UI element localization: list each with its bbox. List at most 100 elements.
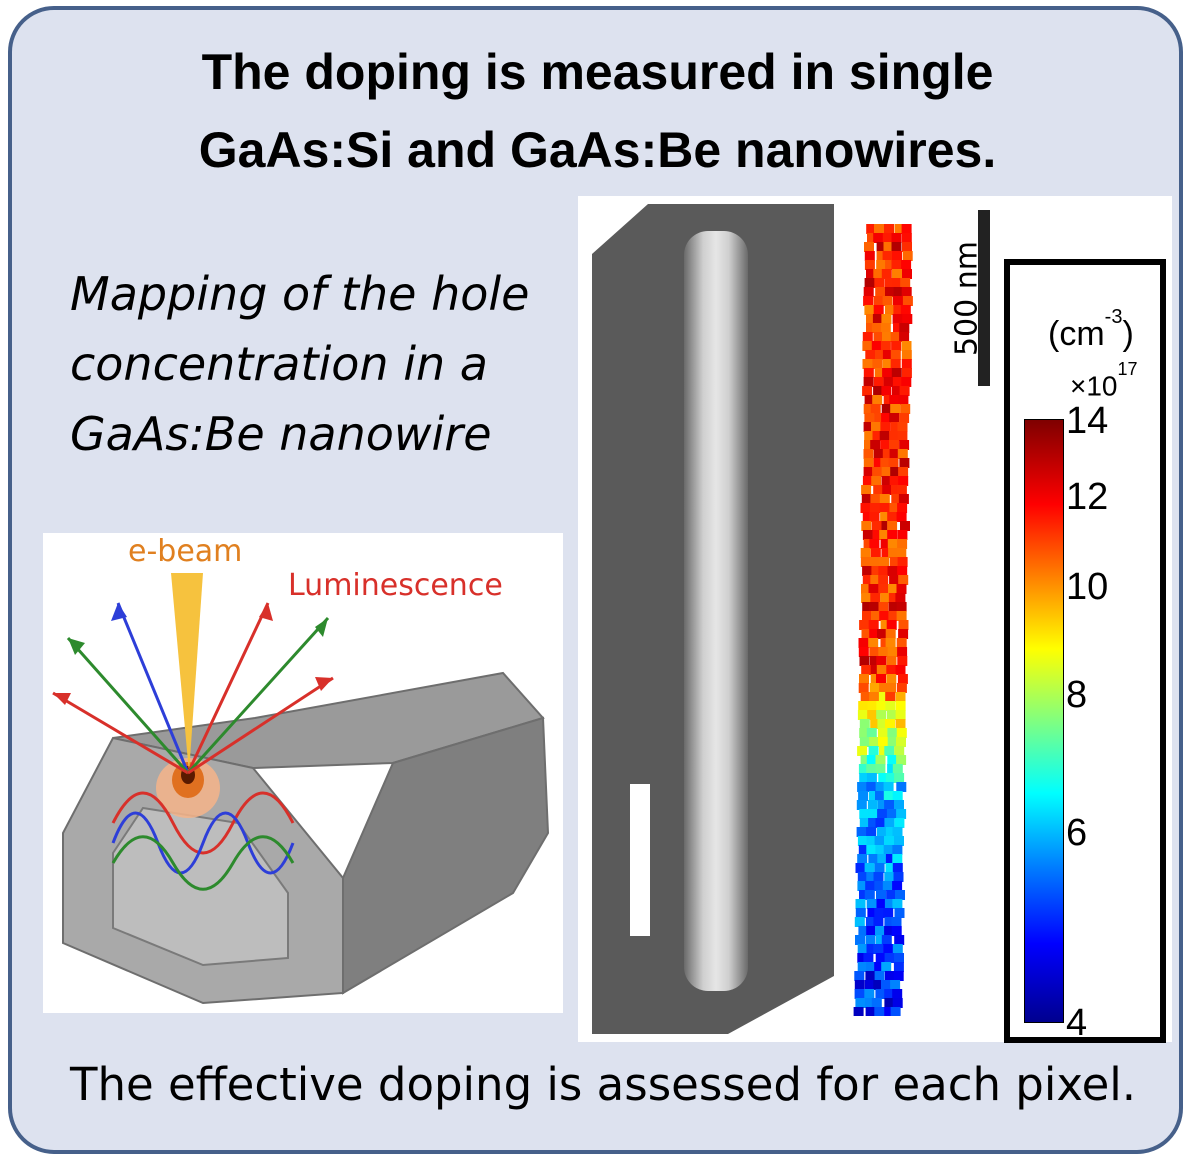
- map-pixel: [897, 503, 908, 513]
- map-pixel: [859, 674, 869, 684]
- map-pixel: [872, 359, 883, 369]
- map-pixel: [874, 413, 885, 423]
- map-pixel: [884, 746, 895, 756]
- map-pixel: [868, 809, 878, 819]
- map-pixel: [892, 998, 903, 1008]
- map-pixel: [866, 269, 876, 279]
- footer-caption: The effective doping is assessed for eac…: [70, 1058, 1137, 1111]
- map-pixel: [868, 818, 879, 828]
- map-pixel: [875, 755, 886, 765]
- map-pixel: [892, 863, 903, 873]
- map-pixel: [873, 485, 884, 495]
- map-pixel: [899, 413, 910, 423]
- colorbar-multiplier: ×1017: [1070, 359, 1138, 402]
- map-pixel: [887, 512, 898, 522]
- map-pixel: [901, 350, 912, 360]
- map-pixel: [883, 791, 894, 801]
- map-pixel: [854, 971, 865, 981]
- map-pixel: [857, 872, 868, 882]
- map-pixel: [873, 305, 884, 315]
- map-pixel: [874, 278, 885, 288]
- map-pixel: [896, 584, 907, 594]
- map-pixel: [870, 719, 881, 729]
- map-pixel: [892, 881, 903, 891]
- map-pixel: [864, 278, 875, 288]
- map-pixel: [869, 539, 880, 549]
- map-pixel: [886, 683, 897, 693]
- map-pixel: [863, 287, 874, 297]
- map-pixel: [863, 422, 874, 432]
- title-line-2: GaAs:Si and GaAs:Be nanowires.: [198, 122, 997, 178]
- map-pixel: [901, 359, 912, 369]
- map-pixel: [862, 476, 873, 486]
- map-pixel: [896, 548, 907, 558]
- map-pixel: [866, 773, 877, 783]
- map-pixel: [888, 593, 899, 603]
- map-pixel: [857, 710, 868, 720]
- map-pixel: [887, 737, 898, 747]
- map-pixel: [858, 845, 869, 855]
- map-pixel: [857, 953, 868, 963]
- map-pixel: [896, 485, 907, 495]
- map-pixel: [858, 926, 869, 936]
- map-pixel: [875, 782, 886, 792]
- map-pixel: [864, 251, 875, 261]
- map-pixel: [892, 791, 903, 801]
- map-pixel: [885, 638, 896, 648]
- map-pixel: [870, 440, 881, 450]
- map-pixel: [884, 278, 895, 288]
- map-pixel: [898, 395, 909, 405]
- map-pixel: [891, 485, 901, 495]
- map-pixel: [875, 926, 885, 936]
- map-pixel: [876, 827, 887, 837]
- map-pixel: [888, 548, 899, 558]
- map-pixel: [885, 287, 895, 297]
- map-pixel: [898, 476, 909, 486]
- map-pixel: [886, 665, 897, 675]
- map-pixel: [881, 980, 891, 990]
- map-pixel: [881, 413, 892, 423]
- map-pixel: [881, 269, 892, 279]
- map-pixel: [859, 890, 869, 900]
- map-pixel: [896, 602, 907, 612]
- map-pixel: [882, 296, 893, 306]
- map-pixel: [871, 566, 882, 576]
- map-pixel: [861, 665, 872, 675]
- map-pixel: [859, 620, 870, 630]
- colorbar-tick-6: 6: [1066, 812, 1088, 854]
- map-pixel: [875, 764, 886, 774]
- map-pixel: [891, 917, 902, 927]
- map-pixel: [875, 287, 886, 297]
- map-pixel: [875, 989, 886, 999]
- map-pixel: [890, 350, 901, 360]
- map-pixel: [884, 224, 894, 234]
- map-pixel: [877, 809, 888, 819]
- map-pixel: [878, 737, 888, 747]
- map-pixel: [886, 620, 897, 630]
- map-pixel: [892, 278, 902, 288]
- map-pixel: [862, 512, 873, 522]
- map-pixel: [892, 764, 903, 774]
- map-pixel: [888, 611, 899, 621]
- map-pixel: [873, 332, 884, 342]
- map-pixel: [893, 323, 903, 333]
- map-pixel: [877, 728, 888, 738]
- map-pixel: [873, 269, 884, 279]
- map-pixel: [889, 476, 900, 486]
- map-pixel: [869, 692, 880, 702]
- map-pixel: [885, 854, 896, 864]
- map-pixel: [857, 854, 868, 864]
- map-pixel: [861, 584, 871, 594]
- map-pixel: [892, 989, 903, 999]
- sem-image: [592, 204, 834, 1034]
- map-pixel: [858, 791, 869, 801]
- map-pixel: [875, 350, 885, 360]
- map-pixel: [855, 935, 865, 945]
- map-pixel: [864, 242, 874, 252]
- map-pixel: [879, 557, 890, 567]
- map-pixel: [877, 719, 888, 729]
- map-pixel: [866, 782, 877, 792]
- map-pixel: [892, 377, 903, 387]
- map-pixel: [874, 971, 885, 981]
- map-pixel: [866, 845, 877, 855]
